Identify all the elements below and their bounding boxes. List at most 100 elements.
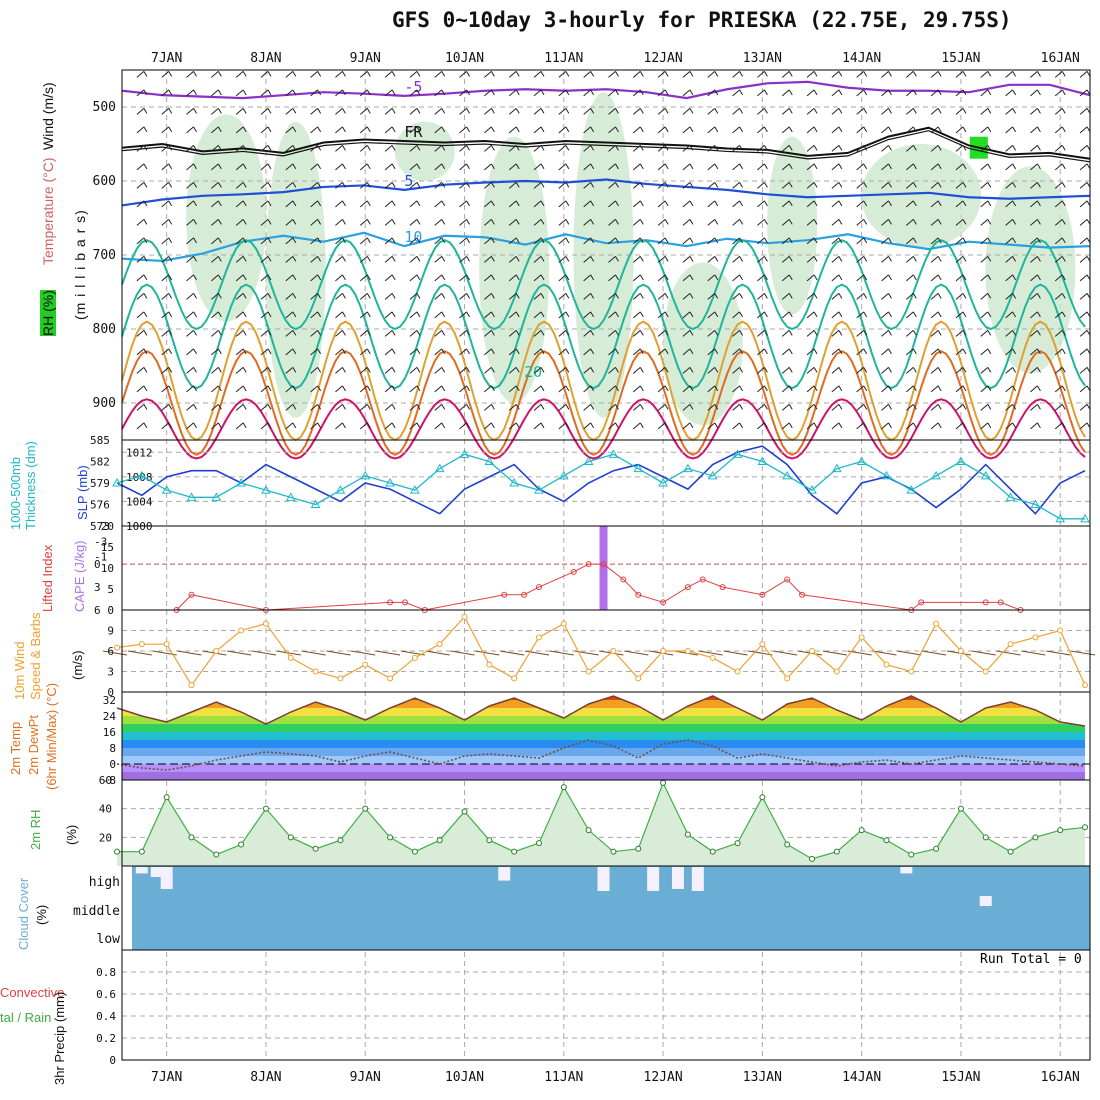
- wind-barb: [831, 237, 840, 245]
- wind-barb: [217, 293, 222, 299]
- wind-barb: [168, 108, 173, 114]
- wind-barb: [359, 200, 368, 208]
- contour-label: FR: [404, 123, 423, 141]
- precip-tick: 0.6: [96, 988, 116, 1001]
- wind-barb: [881, 145, 889, 152]
- wind-barb: [366, 348, 371, 355]
- wind-barb: [664, 89, 669, 96]
- wind-barb: [930, 89, 939, 97]
- wind-barb: [193, 145, 197, 151]
- wind-barb: [416, 256, 421, 262]
- wind-barb: [590, 311, 595, 318]
- wind-barb: [590, 219, 595, 225]
- wind-barb: [1030, 385, 1038, 393]
- wind-barb: [416, 200, 421, 207]
- wind-barb: [391, 200, 396, 207]
- wind-barb: [664, 256, 669, 262]
- wind-barb: [937, 145, 942, 151]
- cloud-gap: [160, 867, 173, 889]
- wind-barb: [1037, 219, 1041, 225]
- wind-barb: [558, 422, 567, 430]
- wind-barb: [409, 71, 418, 78]
- wind-barb: [409, 182, 418, 189]
- wind-barb: [168, 256, 173, 262]
- wind-barb: [136, 256, 145, 263]
- wind-barb: [757, 385, 765, 393]
- wind-barb: [657, 293, 666, 300]
- surface-wind-barb: [773, 650, 798, 656]
- wind-barb: [608, 126, 616, 134]
- wind-barb: [912, 367, 917, 373]
- wind-barb: [267, 108, 272, 114]
- wind-barb: [267, 145, 272, 151]
- wind-barb: [987, 200, 992, 207]
- wind-barb: [317, 108, 322, 114]
- wind-barb: [707, 89, 716, 97]
- wind-barb: [763, 256, 768, 262]
- wind-barb: [1054, 108, 1063, 115]
- date-label-bottom: 7JAN: [151, 1070, 182, 1085]
- thickness-point: [1030, 499, 1041, 508]
- wind-barb: [838, 367, 843, 373]
- wind-barb: [484, 108, 492, 115]
- temp-band: [122, 724, 1086, 732]
- wind-barb: [310, 126, 318, 134]
- wind-barb: [1030, 367, 1038, 374]
- wind-barb: [980, 330, 989, 337]
- wind-speed-point: [287, 654, 294, 661]
- wind-barb: [515, 385, 520, 392]
- cloud-level-label: low: [97, 932, 121, 947]
- wind-barb: [335, 89, 343, 97]
- wind-speed-point: [833, 668, 840, 675]
- rh-shading: [767, 136, 818, 315]
- wind-barb: [615, 367, 619, 373]
- wind-barb: [838, 108, 843, 114]
- wind-barb: [342, 367, 346, 373]
- surface-wind-barb: [549, 650, 574, 656]
- wind-barb: [608, 200, 616, 208]
- wind-barb: [881, 348, 889, 356]
- wind-barb: [838, 311, 843, 318]
- wind-barb: [310, 237, 318, 245]
- wind-barb: [366, 163, 371, 170]
- wind-barb: [707, 404, 716, 411]
- wind-barb: [714, 293, 719, 299]
- date-label-top: 7JAN: [151, 51, 182, 66]
- wind-barb: [434, 219, 443, 226]
- wind-barb: [366, 200, 371, 207]
- wind-barb: [366, 71, 371, 77]
- rh-area: [117, 782, 1086, 866]
- wind-barb: [856, 348, 865, 356]
- wind-barb: [292, 404, 297, 410]
- wind-barb: [689, 219, 694, 225]
- wind-barb: [186, 367, 194, 374]
- wind-barb: [186, 163, 194, 171]
- wind-barb: [459, 367, 467, 374]
- wind-barb: [962, 219, 967, 225]
- wind-barb: [739, 367, 744, 373]
- wind-barb: [1054, 182, 1063, 189]
- wind-barb: [384, 71, 393, 78]
- wind-barb: [335, 367, 343, 374]
- wind-barb: [317, 385, 322, 392]
- wind-barb: [912, 108, 917, 114]
- cloud-label: Cloud Cover: [16, 877, 31, 950]
- wind-barb: [292, 163, 297, 170]
- wind-barb: [912, 256, 917, 262]
- wind-barb: [267, 256, 272, 262]
- dewpoint-line: [116, 739, 1086, 771]
- wind-barb: [515, 200, 520, 207]
- wind-barb: [434, 293, 443, 300]
- wind-barb: [416, 404, 421, 410]
- wind-barb: [466, 163, 470, 170]
- rh-point: [337, 837, 344, 844]
- wind-barb: [267, 385, 272, 392]
- wind-barb: [856, 182, 865, 189]
- wind-barb: [714, 145, 719, 151]
- wind-barb: [342, 219, 346, 225]
- wind-barb: [962, 237, 967, 244]
- wind-barb: [1054, 274, 1063, 282]
- wind-barb: [143, 108, 148, 114]
- wind-barb: [682, 89, 691, 97]
- wind-barb: [955, 237, 964, 245]
